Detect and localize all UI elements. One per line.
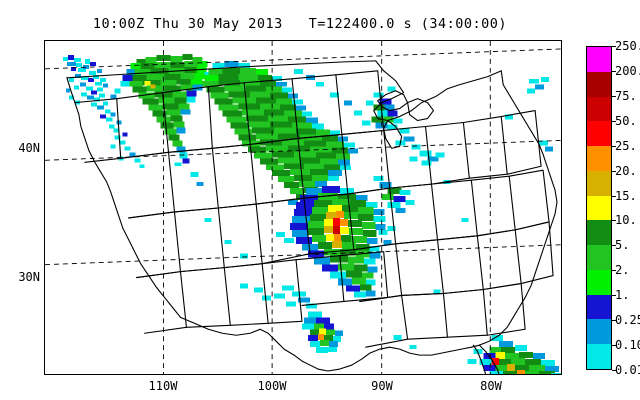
colorbar-band-3 <box>587 121 611 147</box>
colorbar-tick-mark-8 <box>612 245 616 247</box>
precip-region-texas-panhandle-cell <box>302 311 343 354</box>
x-axis-label-100w: 100W <box>257 379 287 393</box>
colorbar-band-9 <box>587 269 611 295</box>
colorbar-tick-mark-2 <box>612 95 616 97</box>
precip-region-florida-bahamas <box>467 335 561 374</box>
colorbar-tick-label-4: 25. <box>615 138 637 153</box>
colorbar-tick-label-9: 2. <box>615 263 630 278</box>
colorbar-band-10 <box>587 294 611 320</box>
colorbar-tick-label-13: 0.01 <box>615 363 640 377</box>
page-title: 10:00Z Thu 30 May 2013 T=122400.0 s (34:… <box>92 16 508 32</box>
colorbar-tick-label-11: 0.25 <box>615 313 640 328</box>
colorbar-tick-mark-7 <box>612 220 616 222</box>
y-axis-label-30n: 30N <box>18 270 40 284</box>
colorbar-tick-label-10: 1. <box>615 288 630 303</box>
colorbar-tick-mark-11 <box>612 320 616 322</box>
x-axis-label-110w: 110W <box>148 379 178 393</box>
precip-region-northeast-sparse <box>505 76 554 152</box>
colorbar-tick-mark-0 <box>612 46 616 47</box>
colorbar-tick-label-2: 75. <box>615 88 637 103</box>
map-plot-area[interactable] <box>44 40 562 375</box>
colorbar-tick-mark-12 <box>612 345 616 347</box>
map-boundaries <box>66 60 558 374</box>
colorbar-band-6 <box>587 195 611 221</box>
colorbar-tick-mark-4 <box>612 145 616 147</box>
colorbar-tick-mark-1 <box>612 70 616 72</box>
colorbar-band-2 <box>587 96 611 122</box>
colorbar-tick-label-3: 50. <box>615 113 637 128</box>
colorbar-band-8 <box>587 245 611 270</box>
colorbar-band-12 <box>587 344 611 369</box>
colorbar-band-11 <box>587 319 611 345</box>
colorbar-band-1 <box>587 71 611 97</box>
colorbar-band-4 <box>587 146 611 171</box>
colorbar-tick-label-7: 10. <box>615 213 637 228</box>
map-canvas <box>45 41 561 374</box>
colorbar-gradient <box>586 46 612 370</box>
colorbar-tick-mark-10 <box>612 295 616 297</box>
colorbar-tick-mark-3 <box>612 120 616 122</box>
colorbar-band-5 <box>587 170 611 196</box>
precip-region-midwest-secondary <box>373 176 415 213</box>
colorbar-tick-label-12: 0.10 <box>615 338 640 353</box>
colorbar-tick-mark-6 <box>612 195 616 197</box>
colorbar-tick-mark-9 <box>612 270 616 272</box>
x-axis-label-90w: 90W <box>371 379 393 393</box>
colorbar-band-7 <box>587 220 611 246</box>
colorbar-tick-label-1: 200. <box>615 63 640 78</box>
x-axis-label-80w: 80W <box>480 379 502 393</box>
colorbar[interactable]: 250. 200. 75. 50. 25. 20. 15. 10. 5. 2. 1. 0.25 0.10… <box>586 39 640 377</box>
colorbar-band-0 <box>587 47 611 72</box>
colorbar-tick-mark-13 <box>612 370 616 371</box>
precip-region-northern-plains <box>202 60 371 206</box>
colorbar-tick-label-5: 20. <box>615 163 637 178</box>
colorbar-tick-label-6: 15. <box>615 188 637 203</box>
y-axis-label-40n: 40N <box>18 141 40 155</box>
map-gridlines <box>45 41 561 374</box>
colorbar-tick-label-0: 250. <box>615 39 640 53</box>
precip-region-pacific-northwest <box>62 54 145 169</box>
colorbar-tick-label-8: 5. <box>615 238 630 253</box>
colorbar-tick-mark-5 <box>612 170 616 172</box>
precip-scattered-cells <box>174 162 469 350</box>
